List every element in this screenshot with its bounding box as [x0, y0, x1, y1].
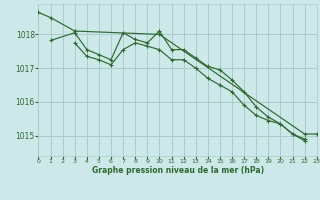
X-axis label: Graphe pression niveau de la mer (hPa): Graphe pression niveau de la mer (hPa) [92, 166, 264, 175]
